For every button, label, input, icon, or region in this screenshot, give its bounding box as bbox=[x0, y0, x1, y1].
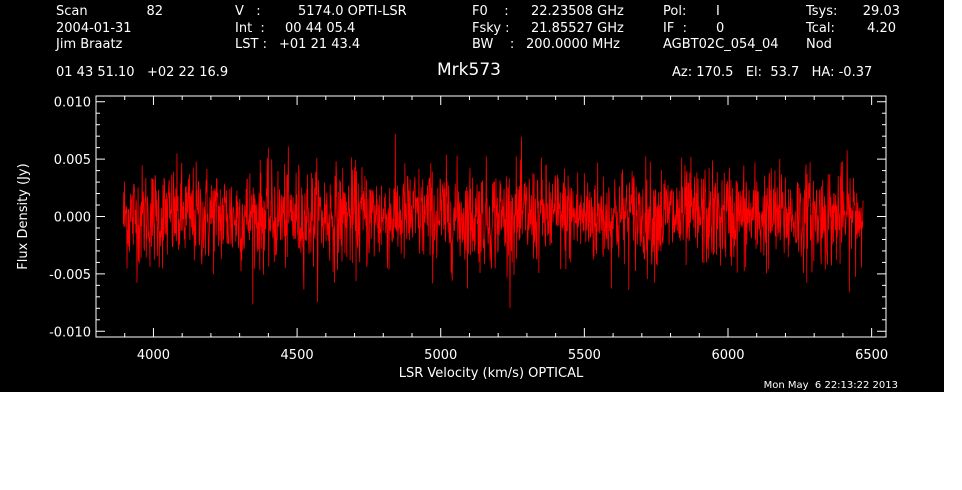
bw-value: 200.0000 MHz bbox=[526, 37, 620, 52]
x-tick-label: 4500 bbox=[281, 348, 314, 363]
obs-mode: Nod bbox=[806, 37, 832, 52]
y-tick-label: 0.005 bbox=[54, 153, 91, 168]
project-id: AGBT02C_054_04 bbox=[663, 37, 779, 52]
observer-name: Jim Braatz bbox=[56, 37, 123, 52]
obs-date: 2004-01-31 bbox=[56, 21, 132, 36]
if-label: IF : bbox=[663, 21, 687, 36]
series-layer bbox=[122, 133, 864, 309]
pol-value: I bbox=[716, 4, 720, 19]
fsky-label: Fsky : bbox=[472, 21, 510, 36]
y-tick-label: -0.005 bbox=[49, 268, 91, 283]
x-axis-label: LSR Velocity (km/s) OPTICAL bbox=[399, 366, 584, 381]
y-axis-label: Flux Density (Jy) bbox=[16, 163, 31, 269]
bw-label: BW : bbox=[472, 37, 515, 52]
x-tick-label: 5000 bbox=[424, 348, 457, 363]
tsys-value: 29.03 bbox=[862, 4, 900, 19]
source-coordinates: 01 43 51.10 +02 22 16.9 bbox=[56, 65, 229, 80]
velocity-label: V : bbox=[235, 4, 261, 19]
if-value: 0 bbox=[716, 21, 725, 36]
y-tick-label: 0.000 bbox=[54, 211, 91, 226]
source-name: Mrk573 bbox=[437, 60, 501, 80]
fsky-value: 21.85527 GHz bbox=[531, 21, 624, 36]
f0-value: 22.23508 GHz bbox=[531, 4, 624, 19]
f0-label: F0 : bbox=[472, 4, 509, 19]
lst-label: LST : bbox=[235, 37, 267, 52]
spectrum-series-line bbox=[122, 133, 864, 309]
velocity-value: 5174.0 OPTI-LSR bbox=[298, 4, 407, 19]
plot-panel: Scan 82 2004-01-31 Jim Braatz V : 5174.0… bbox=[0, 0, 944, 392]
int-label: Int : bbox=[235, 21, 265, 36]
x-tick-label: 5500 bbox=[568, 348, 601, 363]
lst-value: +01 21 43.4 bbox=[279, 37, 361, 52]
x-tick-label: 4000 bbox=[137, 348, 170, 363]
spectrum-chart: 4000 4500 5000 5500 6000 6500 0.010 0.005 0.000 -… bbox=[16, 95, 888, 381]
scan-label: Scan bbox=[56, 4, 88, 19]
int-value: 00 44 05.4 bbox=[285, 21, 356, 36]
ticks-layer: 4000 4500 5000 5500 6000 6500 0.010 0.005 0.000 -… bbox=[49, 96, 888, 363]
tcal-label: Tcal: bbox=[806, 21, 835, 36]
tsys-label: Tsys: bbox=[806, 4, 838, 19]
tcal-value: 4.20 bbox=[867, 21, 896, 36]
scan-value: 82 bbox=[146, 4, 163, 19]
az-el-ha: Az: 170.5 El: 53.7 HA: -0.37 bbox=[672, 65, 873, 80]
pol-label: Pol: bbox=[663, 4, 687, 19]
y-tick-label: -0.010 bbox=[49, 325, 91, 340]
y-tick-label: 0.010 bbox=[54, 96, 91, 111]
x-tick-label: 6500 bbox=[855, 348, 888, 363]
timestamp: Mon May 6 22:13:22 2013 bbox=[763, 380, 898, 391]
x-tick-label: 6000 bbox=[711, 348, 744, 363]
